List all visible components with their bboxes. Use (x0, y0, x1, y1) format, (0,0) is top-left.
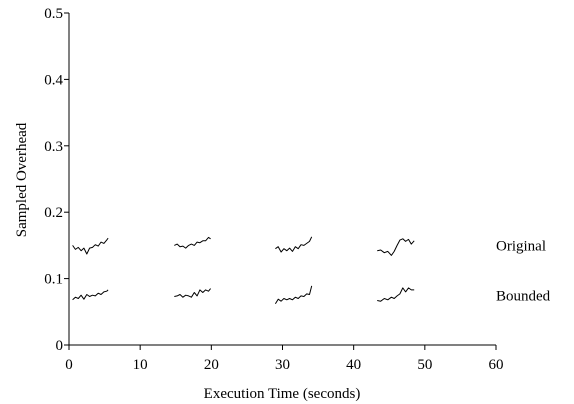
bounded-series-line (377, 287, 415, 302)
bounded-series-line (174, 288, 211, 298)
bounded-series-label: Bounded (496, 288, 551, 304)
y-tick-label: 0.5 (44, 6, 63, 22)
x-tick-label: 60 (489, 357, 504, 373)
series-labels: Original Bounded (496, 239, 551, 305)
original-series-line (275, 236, 313, 253)
plot-area: 0 0.1 0.2 0.3 0.4 0.5 0 10 20 30 40 50 60 Original B… (44, 6, 550, 373)
y-tick-label: 0 (56, 338, 64, 354)
y-tick-label: 0.3 (44, 139, 63, 155)
bounded-series-line (72, 289, 109, 301)
x-axis-title: Execution Time (seconds) (204, 386, 361, 402)
x-tick-label: 0 (65, 357, 73, 373)
y-tick-label: 0.1 (44, 272, 63, 288)
x-tick-label: 50 (417, 357, 432, 373)
original-series-line (377, 238, 415, 256)
y-tick-label: 0.2 (44, 205, 63, 221)
x-tick-label: 40 (346, 357, 361, 373)
x-tick-label: 10 (133, 357, 148, 373)
series-lines (72, 236, 415, 305)
x-axis-ticks: 0 10 20 30 40 50 60 (65, 345, 504, 373)
original-series-line (72, 237, 109, 255)
y-axis-title: Sampled Overhead (14, 122, 30, 237)
y-axis-ticks: 0 0.1 0.2 0.3 0.4 0.5 (44, 6, 69, 354)
original-series-label: Original (496, 239, 546, 255)
bounded-series-line (274, 285, 313, 305)
y-tick-label: 0.4 (44, 72, 63, 88)
x-tick-label: 20 (204, 357, 219, 373)
x-tick-label: 30 (275, 357, 290, 373)
original-series-line (174, 236, 211, 249)
